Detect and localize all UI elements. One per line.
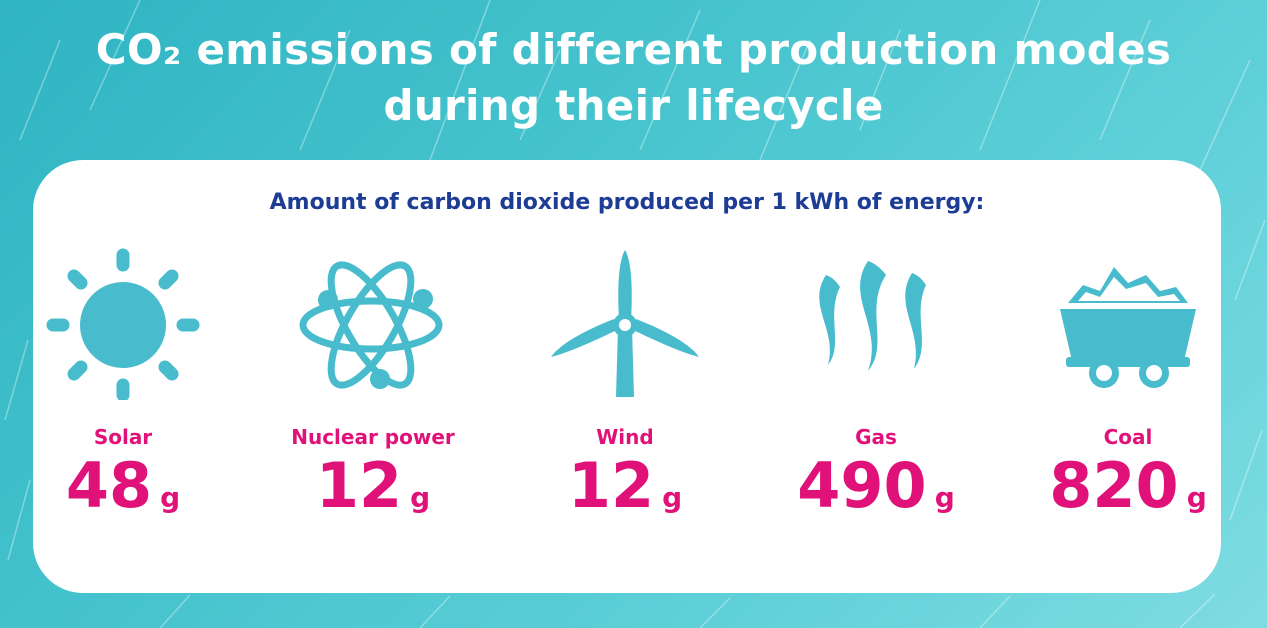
title-line-1: CO₂ emissions of different production mo… xyxy=(95,25,1172,74)
value-unit: g xyxy=(934,481,955,514)
source-value: 820 g xyxy=(1008,449,1248,523)
source-value: 12 g xyxy=(505,449,745,523)
source-value: 48 g xyxy=(3,449,243,523)
source-wind: Wind 12 g xyxy=(505,245,745,545)
emissions-card: Amount of carbon dioxide produced per 1 … xyxy=(33,160,1221,593)
source-label: Gas xyxy=(855,425,897,449)
value-number: 48 xyxy=(65,449,153,522)
gas-flames-icon xyxy=(819,261,926,371)
value-unit: g xyxy=(160,481,181,514)
source-label: Wind xyxy=(596,425,654,449)
title-line-2: during their lifecycle xyxy=(383,81,884,130)
source-label: Coal xyxy=(1103,425,1153,449)
source-label: Nuclear power xyxy=(291,425,455,449)
coal-cart-icon xyxy=(1060,267,1196,388)
value-number: 12 xyxy=(567,449,655,522)
wind-turbine-icon xyxy=(551,250,699,397)
value-unit: g xyxy=(1186,481,1207,514)
value-unit: g xyxy=(662,481,683,514)
source-solar: Solar 48 g xyxy=(3,245,243,545)
source-value: 490 g xyxy=(756,449,996,523)
source-value: 12 g xyxy=(253,449,493,523)
value-number: 12 xyxy=(315,449,403,522)
atom-icon xyxy=(299,261,443,389)
card-subtitle: Amount of carbon dioxide produced per 1 … xyxy=(269,190,985,215)
source-gas: Gas 490 g xyxy=(756,245,996,545)
value-number: 490 xyxy=(797,449,927,522)
value-unit: g xyxy=(410,481,431,514)
sun-icon xyxy=(46,248,200,400)
value-number: 820 xyxy=(1049,449,1179,522)
source-label: Solar xyxy=(93,425,153,449)
source-nuclear: Nuclear power 12 g xyxy=(253,245,493,545)
source-coal: Coal 820 g xyxy=(1008,245,1248,545)
page-title: CO₂ emissions of different production mo… xyxy=(0,22,1267,134)
